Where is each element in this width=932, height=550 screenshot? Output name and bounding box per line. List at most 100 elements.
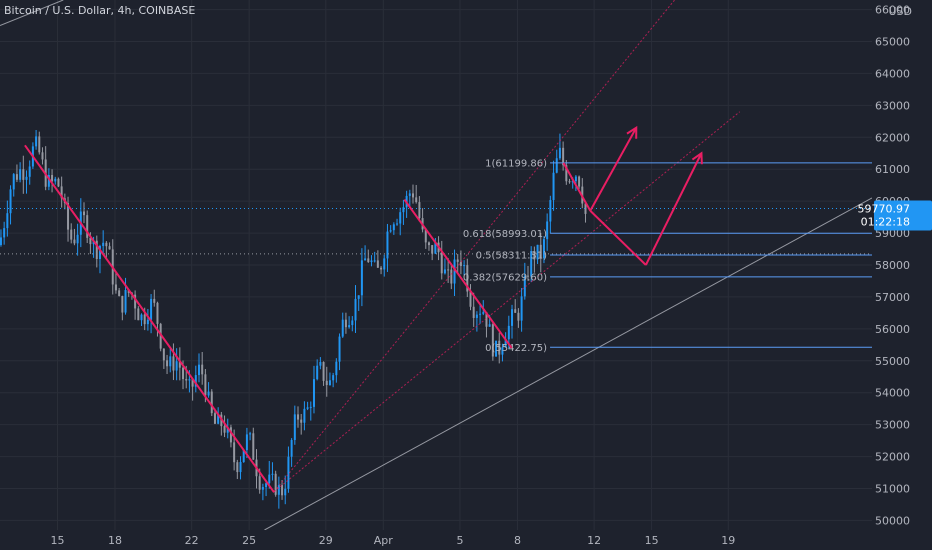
candle[interactable] xyxy=(0,229,2,247)
candle[interactable] xyxy=(367,249,370,263)
candle[interactable] xyxy=(364,245,367,261)
candle[interactable] xyxy=(19,162,22,183)
candle[interactable] xyxy=(297,406,300,428)
candle[interactable] xyxy=(389,225,392,233)
fib-level[interactable]: 0(55422.75) xyxy=(485,343,872,354)
candle[interactable] xyxy=(201,351,204,385)
candle[interactable] xyxy=(312,365,315,414)
candle[interactable] xyxy=(447,257,450,283)
candle[interactable] xyxy=(344,312,347,334)
candle[interactable] xyxy=(300,413,303,435)
candle[interactable] xyxy=(140,313,143,326)
candle[interactable] xyxy=(325,366,328,397)
candle[interactable] xyxy=(332,372,335,388)
candle[interactable] xyxy=(118,287,121,297)
candle[interactable] xyxy=(386,223,389,272)
candle[interactable] xyxy=(108,242,111,250)
candle[interactable] xyxy=(399,207,402,236)
candle[interactable] xyxy=(105,240,108,258)
candle[interactable] xyxy=(581,178,584,209)
candle[interactable] xyxy=(73,228,76,246)
candle[interactable] xyxy=(562,141,565,171)
candle[interactable] xyxy=(348,316,351,329)
candle[interactable] xyxy=(328,372,331,386)
candle[interactable] xyxy=(542,236,545,264)
candle[interactable] xyxy=(290,438,293,467)
candle[interactable] xyxy=(498,332,501,364)
candle[interactable] xyxy=(249,431,252,441)
candle[interactable] xyxy=(434,237,437,255)
candle[interactable] xyxy=(427,241,430,251)
candle[interactable] xyxy=(533,246,536,273)
candle[interactable] xyxy=(475,311,478,332)
candle[interactable] xyxy=(421,208,424,233)
candle[interactable] xyxy=(552,160,555,211)
candle[interactable] xyxy=(274,470,277,497)
candle[interactable] xyxy=(76,223,79,256)
candle[interactable] xyxy=(223,415,226,438)
candle[interactable] xyxy=(479,303,482,324)
fib-level[interactable]: 1(61199.86) xyxy=(485,158,872,169)
candle[interactable] xyxy=(514,299,517,313)
fib-level[interactable]: 0.5(58311.31) xyxy=(476,251,872,262)
candle[interactable] xyxy=(546,213,549,251)
candle[interactable] xyxy=(28,160,31,185)
candle[interactable] xyxy=(431,245,434,261)
candle[interactable] xyxy=(319,357,322,370)
candle[interactable] xyxy=(95,235,98,268)
candle[interactable] xyxy=(178,347,181,381)
candle[interactable] xyxy=(25,170,28,194)
projection-arrow[interactable] xyxy=(589,125,638,212)
candle[interactable] xyxy=(408,189,411,208)
candle[interactable] xyxy=(415,184,418,204)
candle[interactable] xyxy=(463,260,466,276)
candle[interactable] xyxy=(309,401,312,421)
candle[interactable] xyxy=(134,290,137,320)
candle[interactable] xyxy=(472,292,475,327)
candle[interactable] xyxy=(469,284,472,311)
candle[interactable] xyxy=(169,348,172,373)
candle[interactable] xyxy=(338,333,341,371)
candle[interactable] xyxy=(517,308,520,328)
candle[interactable] xyxy=(35,130,38,150)
candle[interactable] xyxy=(293,405,296,445)
candle[interactable] xyxy=(341,312,344,338)
candle[interactable] xyxy=(114,271,117,294)
candle[interactable] xyxy=(440,240,443,280)
candle[interactable] xyxy=(44,146,47,191)
candle[interactable] xyxy=(194,365,197,393)
candle[interactable] xyxy=(277,476,280,509)
candle[interactable] xyxy=(536,244,539,264)
candle[interactable] xyxy=(568,178,571,184)
candle[interactable] xyxy=(526,265,529,281)
candle[interactable] xyxy=(207,382,210,398)
candle[interactable] xyxy=(51,169,54,193)
candle[interactable] xyxy=(54,176,57,185)
candle[interactable] xyxy=(450,265,453,290)
candle[interactable] xyxy=(303,401,306,431)
candle[interactable] xyxy=(351,316,354,332)
candle[interactable] xyxy=(511,304,514,339)
candle[interactable] xyxy=(578,175,581,189)
candle[interactable] xyxy=(22,155,25,194)
candle[interactable] xyxy=(539,232,542,273)
candle[interactable] xyxy=(236,459,239,480)
candle[interactable] xyxy=(354,285,357,334)
candle[interactable] xyxy=(322,361,325,386)
candle[interactable] xyxy=(15,164,18,183)
candle[interactable] xyxy=(520,287,523,332)
candle[interactable] xyxy=(565,160,568,185)
candle[interactable] xyxy=(197,353,200,383)
time-axis[interactable]: 15 18 22 25 29 Apr 5 8 12 15 19 xyxy=(0,530,872,550)
projection-arrow[interactable] xyxy=(589,151,703,266)
fib-level[interactable]: 0.382(57629.60) xyxy=(463,272,872,283)
candle[interactable] xyxy=(6,200,9,237)
candle[interactable] xyxy=(530,246,533,283)
candle[interactable] xyxy=(172,343,175,381)
candle[interactable] xyxy=(220,411,223,436)
candle[interactable] xyxy=(495,340,498,357)
candle[interactable] xyxy=(284,475,287,505)
candle[interactable] xyxy=(287,446,290,493)
candle[interactable] xyxy=(501,343,504,362)
